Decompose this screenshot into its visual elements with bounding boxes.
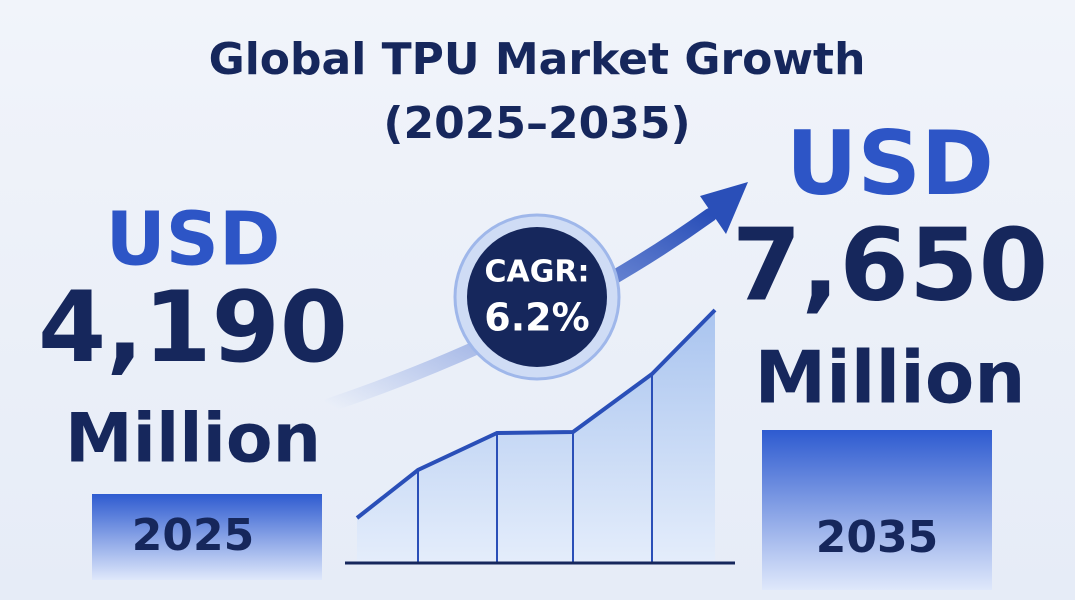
title: Global TPU Market Growth bbox=[209, 34, 866, 85]
year-box bbox=[762, 430, 992, 590]
area bbox=[357, 310, 715, 562]
year: 2035 bbox=[816, 512, 938, 563]
dividers bbox=[417, 374, 653, 562]
unit: Million bbox=[65, 400, 321, 479]
unit: Million bbox=[754, 336, 1025, 420]
start-block: USD 4,190 Million 2025 bbox=[38, 197, 348, 580]
cagr-badge: CAGR: 6.2% bbox=[453, 213, 621, 381]
end-block: USD 7,650 Million 2035 bbox=[732, 112, 1048, 590]
arrowhead bbox=[700, 182, 748, 234]
value: 7,650 bbox=[732, 206, 1048, 323]
value: 4,190 bbox=[38, 271, 348, 385]
currency: USD bbox=[106, 197, 281, 283]
currency: USD bbox=[786, 112, 994, 215]
subtitle: (2025–2035) bbox=[383, 98, 690, 149]
line bbox=[355, 308, 717, 520]
year: 2025 bbox=[132, 510, 254, 561]
cagr-label: CAGR: bbox=[485, 255, 590, 290]
year-box bbox=[92, 494, 322, 580]
cagr-value: 6.2% bbox=[484, 296, 589, 340]
